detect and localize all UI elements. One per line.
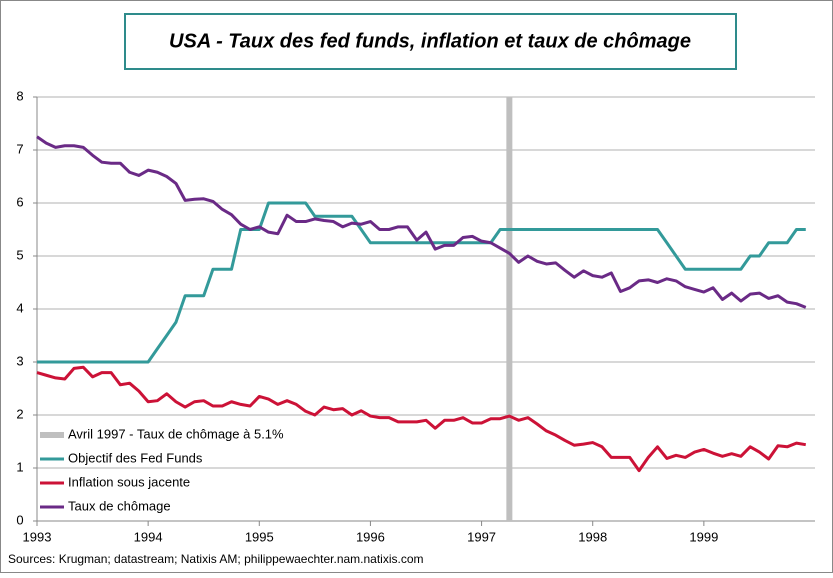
legend-label: Avril 1997 - Taux de chômage à 5.1% <box>68 426 284 441</box>
y-tick-label: 3 <box>16 353 23 368</box>
series-line <box>37 201 806 364</box>
y-tick-label: 6 <box>16 194 23 209</box>
x-tick-label: 1999 <box>689 529 718 544</box>
chart-title: USA - Taux des fed funds, inflation et t… <box>169 30 691 52</box>
source-note: Sources: Krugman; datastream; Natixis AM… <box>8 552 424 566</box>
legend-label: Inflation sous jacente <box>68 474 190 489</box>
y-tick-label: 8 <box>16 88 23 103</box>
y-tick-label: 1 <box>16 459 23 474</box>
y-tick-label: 4 <box>16 300 23 315</box>
series-line <box>36 365 807 473</box>
x-tick-label: 1993 <box>23 529 52 544</box>
y-tick-label: 7 <box>16 141 23 156</box>
x-tick-label: 1996 <box>356 529 385 544</box>
x-tick-label: 1994 <box>134 529 163 544</box>
title-box <box>124 13 737 70</box>
series-line <box>36 135 807 309</box>
x-tick-label: 1995 <box>245 529 274 544</box>
legend-label: Taux de chômage <box>68 498 171 513</box>
y-tick-label: 0 <box>16 512 23 527</box>
y-tick-label: 2 <box>16 406 23 421</box>
x-tick-label: 1997 <box>467 529 496 544</box>
x-tick-label: 1998 <box>578 529 607 544</box>
y-tick-label: 5 <box>16 247 23 262</box>
legend-label: Objectif des Fed Funds <box>68 450 203 465</box>
